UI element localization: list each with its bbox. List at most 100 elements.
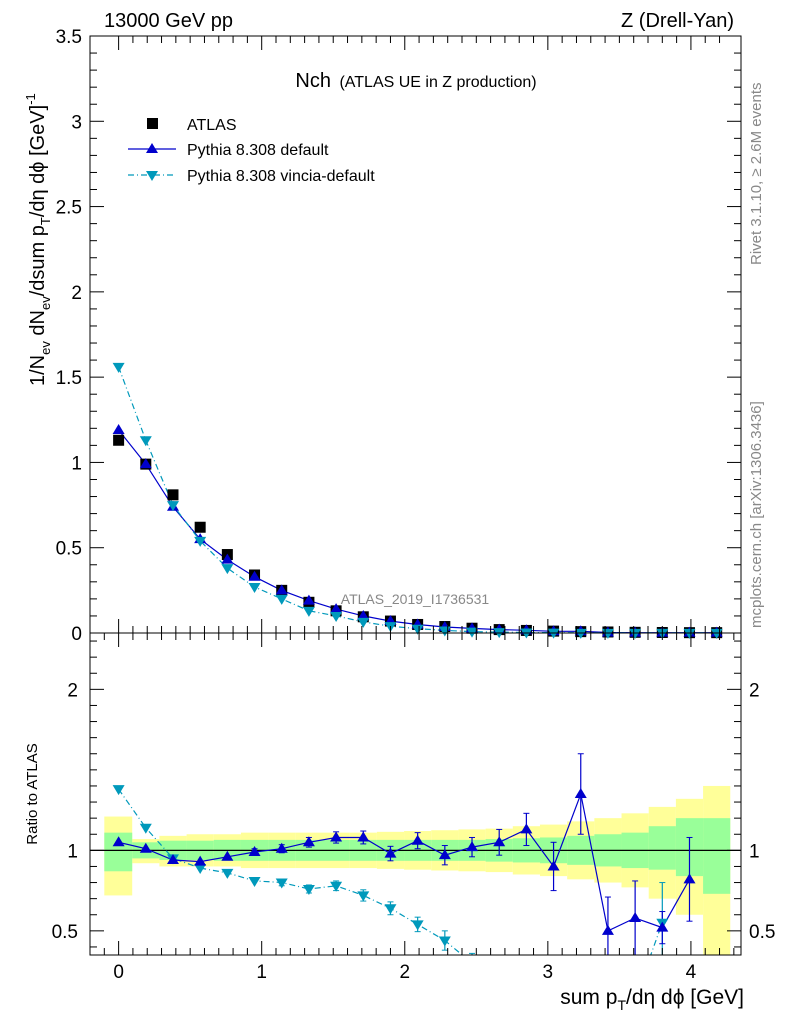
ratio-default-point [384, 847, 397, 858]
ratio-default-point [438, 849, 451, 860]
ratio-ytick-label-left: 2 [67, 680, 78, 701]
vincia-data-point [248, 582, 261, 593]
main-ytick-label: 3 [71, 112, 82, 133]
ratio-xtick-label: 4 [686, 962, 697, 983]
ratio-xtick-label: 1 [256, 962, 267, 983]
vincia-data-point [112, 362, 125, 373]
ratio-panel: 0.5 0.5 1 1 2 2 0 1 2 3 4 Ratio to ATLAS sum pT/dη… [24, 632, 775, 1013]
main-y-axis-label: 1/Nev dNev/dsum pT/dη dϕ [GeV]-1 [23, 93, 53, 386]
ratio-default-point [656, 921, 669, 932]
legend-label-atlas: ATLAS [187, 117, 237, 134]
analysis-watermark: ATLAS_2019_I1736531 [341, 591, 490, 607]
rivet-label: Rivet 3.1.10, ≥ 2.6M events [748, 83, 765, 266]
ratio-xtick-label: 2 [399, 962, 410, 983]
ratio-vincia-point [112, 785, 125, 796]
default-data-point [112, 424, 125, 435]
ratio-ytick-label-right: 1 [749, 841, 760, 862]
main-title: Nch (ATLAS UE in Z production) [295, 70, 536, 92]
ratio-vincia-point [357, 891, 370, 902]
vincia-data-point [275, 594, 288, 605]
default-data-point [275, 584, 288, 595]
ratio-default-point [248, 845, 261, 856]
default-data-point [357, 609, 370, 620]
main-ytick-label: 0.5 [56, 539, 82, 560]
ratio-vincia-point [411, 920, 424, 931]
ratio-default-point [547, 860, 560, 871]
legend-marker-atlas [147, 118, 158, 129]
vincia-data-point [302, 606, 315, 617]
legend-marker-default [146, 143, 158, 153]
ratio-default-point [302, 836, 315, 847]
ratio-vincia-point [493, 972, 505, 982]
ratio-frame [89, 632, 742, 956]
ratio-line-default [118, 791, 691, 932]
ratio-ytick-label-right: 0.5 [749, 922, 775, 943]
main-ytick-label: 0 [71, 624, 82, 645]
ratio-vincia-point [221, 868, 234, 879]
ratio-default-point [520, 823, 533, 834]
x-axis-label: sum pT/dη dϕ [GeV] [560, 986, 744, 1013]
ratio-xtick-label: 0 [113, 962, 124, 983]
legend-marker-vincia [146, 171, 158, 181]
vincia-data-point [194, 536, 207, 547]
main-ytick-label: 1 [71, 453, 82, 474]
ratio-default-point [601, 924, 614, 935]
ratio-vincia-point [438, 936, 451, 947]
main-ytick-label: 2.5 [56, 198, 82, 219]
main-panel: 0 0.5 1 1.5 2 2.5 3 3.5 Nch (ATLAS UE in Z prod… [23, 27, 742, 645]
uncertainty-band-inner [648, 826, 676, 870]
vincia-data-point [166, 501, 179, 512]
ratio-vincia-point [384, 904, 397, 915]
atlas-data-point [113, 434, 125, 446]
uncertainty-band-inner [703, 818, 731, 894]
ratio-default-point [194, 855, 207, 866]
ratio-default-point [221, 850, 234, 861]
main-ytick-label: 3.5 [56, 27, 82, 48]
ratio-vincia-point [330, 881, 343, 892]
ratio-default-point [493, 836, 506, 847]
vincia-data-point [629, 628, 642, 639]
vincia-data-point [330, 611, 343, 622]
atlas-data-point [167, 489, 179, 501]
ratio-vincia-point [302, 884, 315, 895]
vincia-data-point [574, 628, 587, 639]
vincia-data-point [357, 617, 370, 628]
ratio-vincia-point [194, 864, 207, 875]
ratio-vincia-point [275, 878, 288, 889]
energy-label: 13000 GeV pp [104, 10, 233, 32]
ratio-default-point [275, 842, 288, 853]
legend-label-default: Pythia 8.308 default [187, 142, 329, 159]
main-ytick-label: 1.5 [56, 368, 82, 389]
ratio-vincia-point [548, 983, 560, 993]
ratio-vincia-point [248, 876, 261, 887]
ratio-xtick-label: 3 [543, 962, 554, 983]
vincia-data-point [411, 624, 424, 635]
legend-label-vincia: Pythia 8.308 vincia-default [187, 168, 375, 185]
mcplots-label: mcplots.cern.ch [arXiv:1306.3436] [748, 401, 765, 628]
ratio-default-point [574, 788, 587, 798]
ratio-axis-ticks: 0.5 0.5 1 1 2 2 0 1 2 3 4 [52, 633, 775, 983]
ratio-default-point [683, 873, 696, 884]
default-data-point [139, 458, 152, 469]
default-data-point [330, 603, 343, 614]
legend: ATLAS Pythia 8.308 default Pythia 8.308 … [128, 117, 375, 185]
vincia-data-point [547, 628, 560, 639]
main-ytick-label: 2 [71, 283, 82, 304]
ratio-default-point [411, 834, 424, 845]
ratio-default-point [466, 841, 479, 852]
ratio-default-point [629, 911, 642, 922]
ratio-default-point [330, 831, 343, 842]
ratio-ytick-label-left: 1 [67, 841, 78, 862]
ratio-default-point [139, 842, 152, 853]
ratio-default-point [112, 836, 125, 847]
default-data-point [221, 553, 234, 564]
main-axis-ticks: 0 0.5 1 1.5 2 2.5 3 3.5 [56, 27, 741, 645]
ratio-vincia-point [466, 959, 478, 969]
vincia-data-point [221, 564, 234, 575]
ratio-ytick-label-right: 2 [749, 680, 760, 701]
default-data-point [248, 570, 261, 581]
process-label: Z (Drell-Yan) [621, 10, 734, 32]
vincia-data-point [139, 436, 152, 447]
vincia-data-point [683, 628, 696, 639]
